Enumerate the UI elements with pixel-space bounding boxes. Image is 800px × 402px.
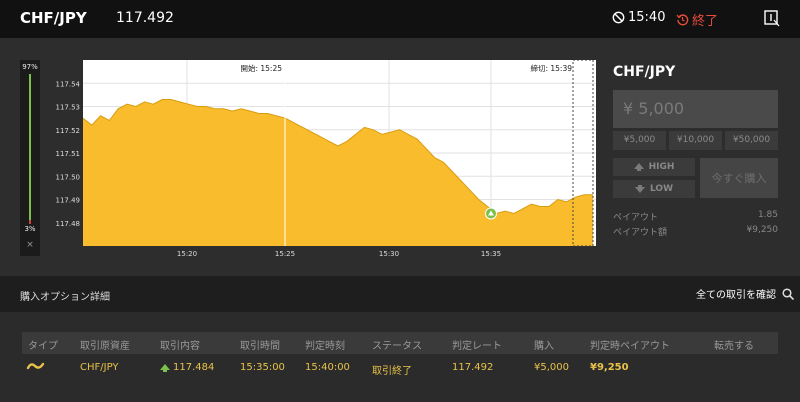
row-content-value: 117.484	[173, 362, 215, 373]
col-status: ステータス	[372, 341, 422, 352]
trade-ended-status: 終了	[676, 10, 718, 29]
price-area	[83, 99, 593, 246]
col-type: タイプ	[28, 341, 58, 352]
low-label: LOW	[650, 184, 673, 194]
table-header	[22, 332, 778, 354]
y-tick-label: 117.53	[56, 104, 81, 112]
payout-label: ペイアウト	[613, 213, 659, 223]
y-tick-label: 117.54	[56, 80, 81, 88]
row-judge-rate: 117.492	[452, 362, 494, 373]
x-tick-label: 15:30	[379, 250, 399, 256]
col-trade-time: 取引時間	[240, 341, 280, 352]
exit-icon[interactable]	[764, 10, 780, 27]
payout-value: 1.85	[757, 210, 778, 220]
ended-label: 終了	[692, 14, 719, 29]
col-resell: 転売する	[714, 341, 754, 352]
link-icon	[26, 362, 45, 370]
y-tick-label: 117.50	[56, 173, 81, 181]
clock-time: 15:40	[628, 10, 666, 25]
payout-amount-row: ペイアウト額 ¥9,250	[613, 225, 778, 238]
payout-amount-label: ペイアウト額	[613, 228, 668, 238]
payout-amount-value: ¥9,250	[746, 225, 779, 235]
confirm-all-label: 全ての取引を確認	[696, 290, 776, 301]
y-tick-label: 117.49	[56, 197, 81, 205]
clock-icon	[612, 11, 625, 24]
row-status: 取引終了	[372, 366, 412, 377]
x-tick-label: 15:20	[177, 250, 197, 256]
arrow-up-icon	[160, 363, 170, 372]
x-tick-label: 15:35	[481, 250, 501, 256]
col-payout: 判定時ペイアウト	[590, 341, 670, 352]
gauge-close-icon[interactable]: ×	[26, 240, 34, 250]
symbol-title: CHF/JPY	[20, 9, 87, 27]
history-icon	[676, 14, 689, 26]
y-tick-label: 117.48	[56, 220, 81, 228]
gauge-bottom-label: 3%	[24, 225, 36, 233]
gauge-up-bar	[29, 74, 31, 220]
buy-now-button[interactable]: 今すぐ購入	[700, 158, 778, 198]
arrow-down-icon	[635, 185, 645, 193]
trade-table	[0, 312, 800, 402]
preset-10000-button[interactable]: ¥10,000	[669, 131, 722, 150]
details-title: 購入オプション詳細	[20, 292, 110, 303]
high-button[interactable]: HIGH	[613, 158, 695, 176]
x-tick-label: 15:25	[275, 250, 295, 256]
price-chart: 117.54 117.53 117.52 117.51 117.50 117.49 117.…	[56, 60, 596, 256]
order-symbol: CHF/JPY	[613, 64, 676, 80]
gauge-top-label: 97%	[22, 63, 38, 71]
preset-50000-button[interactable]: ¥50,000	[725, 131, 778, 150]
confirm-all-trades-link[interactable]: 全ての取引を確認	[696, 286, 794, 301]
row-content: 117.484	[160, 362, 214, 373]
amount-presets: ¥5,000 ¥10,000 ¥50,000	[613, 131, 778, 150]
y-tick-label: 117.52	[56, 127, 81, 135]
col-judge-rate: 判定レート	[452, 341, 502, 352]
closing-zone	[572, 60, 594, 247]
col-content: 取引内容	[160, 341, 200, 352]
row-judge-time: 15:40:00	[305, 362, 350, 373]
col-judge-time: 判定時刻	[305, 341, 345, 352]
row-asset: CHF/JPY	[80, 362, 119, 373]
amount-input[interactable]: ¥ 5,000	[613, 90, 778, 128]
preset-5000-button[interactable]: ¥5,000	[613, 131, 666, 150]
open-time-label: 開始: 15:25	[240, 63, 282, 73]
current-rate: 117.492	[116, 10, 174, 26]
close-time-label: 締切: 15:39	[530, 63, 572, 73]
sentiment-gauge: 97% 3% ×	[20, 60, 40, 256]
col-asset: 取引原資産	[80, 341, 130, 352]
search-icon	[782, 287, 794, 300]
payout-row: ペイアウト 1.85	[613, 210, 778, 223]
arrow-up-icon	[633, 163, 644, 171]
high-label: HIGH	[648, 162, 675, 172]
clock: 15:40	[612, 10, 665, 25]
col-purchase: 購入	[534, 341, 554, 352]
row-trade-time: 15:35:00	[240, 362, 285, 373]
price-line	[82, 99, 593, 215]
row-payout: ¥9,250	[590, 362, 629, 373]
y-tick-label: 117.51	[56, 150, 81, 158]
low-button[interactable]: LOW	[613, 180, 695, 198]
row-purchase: ¥5,000	[534, 362, 569, 373]
details-header	[0, 276, 800, 312]
gauge-down-bar	[29, 219, 31, 224]
entry-arrow-icon	[488, 210, 494, 216]
top-bar: CHF/JPY 117.492 15:40 終了	[0, 0, 800, 38]
